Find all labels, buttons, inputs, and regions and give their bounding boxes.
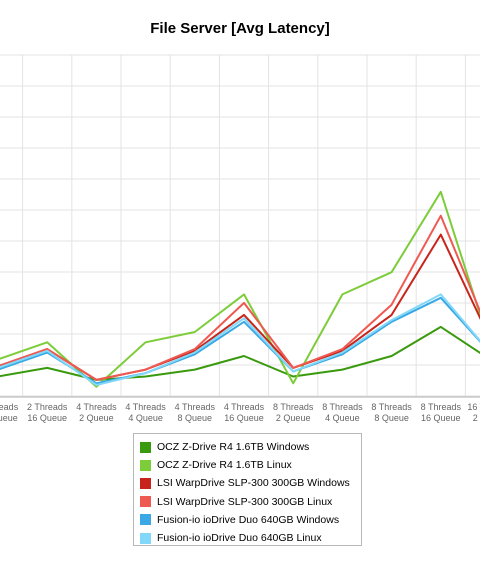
x-tick-label: 4 Queue <box>128 413 163 423</box>
legend-label: Fusion-io ioDrive Duo 640GB Windows <box>157 513 340 526</box>
legend-label: LSI WarpDrive SLP-300 300GB Windows <box>157 477 350 490</box>
legend-swatch <box>140 459 151 471</box>
x-tick-label: 32 Queue <box>0 413 18 423</box>
legend-label: OCZ Z-Drive R4 1.6TB Linux <box>157 459 292 472</box>
x-tick-label: 8 Threads <box>322 402 363 412</box>
legend-swatch <box>140 532 151 544</box>
series-line-5 <box>0 293 480 386</box>
x-tick-label: 2 Queue <box>79 413 114 423</box>
x-tick-label: 4 Threads <box>125 402 166 412</box>
legend-label: Fusion-io ioDrive Duo 640GB Linux <box>157 532 322 545</box>
x-tick-label: 16 Queue <box>27 413 67 423</box>
legend-item: Fusion-io ioDrive Duo 640GB Windows <box>140 511 361 529</box>
x-tick-label: 8 Threads <box>421 402 462 412</box>
legend-item: OCZ Z-Drive R4 1.6TB Linux <box>140 456 361 474</box>
legend-swatch <box>140 514 151 526</box>
legend-label: OCZ Z-Drive R4 1.6TB Windows <box>157 441 310 454</box>
legend-swatch <box>140 441 151 453</box>
x-tick-label: 8 Threads <box>371 402 412 412</box>
legend-item: Fusion-io ioDrive Duo 640GB Linux <box>140 529 361 547</box>
x-tick-label: 4 Queue <box>325 413 360 423</box>
series-line-3 <box>0 214 480 381</box>
chart-legend: OCZ Z-Drive R4 1.6TB Windows OCZ Z-Drive … <box>133 433 362 546</box>
legend-item: OCZ Z-Drive R4 1.6TB Windows <box>140 438 361 456</box>
chart-series <box>0 190 480 388</box>
legend-item: LSI WarpDrive SLP-300 300GB Linux <box>140 493 361 511</box>
series-line-0 <box>0 325 480 381</box>
legend-item: LSI WarpDrive SLP-300 300GB Windows <box>140 474 361 492</box>
legend-swatch <box>140 477 151 489</box>
x-tick-label: 16 Queue <box>224 413 264 423</box>
x-tick-label: 2 Queue <box>473 413 480 423</box>
x-tick-label: 1 Threads <box>0 402 19 412</box>
x-tick-label: 8 Queue <box>374 413 409 423</box>
x-tick-label: 2 Queue <box>276 413 311 423</box>
x-tick-label: 4 Threads <box>175 402 216 412</box>
chart-grid <box>0 54 480 398</box>
legend-label: LSI WarpDrive SLP-300 300GB Linux <box>157 495 333 508</box>
chart-title: File Server [Avg Latency] <box>150 20 330 37</box>
x-tick-label: 16 Queue <box>421 413 461 423</box>
x-tick-label: 4 Threads <box>76 402 117 412</box>
x-tick-label: 16 Threads <box>467 402 480 412</box>
x-tick-label: 2 Threads <box>27 402 68 412</box>
x-tick-label: 8 Threads <box>273 402 314 412</box>
x-tick-label: 4 Threads <box>224 402 265 412</box>
x-tick-label: 8 Queue <box>178 413 213 423</box>
legend-swatch <box>140 496 151 508</box>
